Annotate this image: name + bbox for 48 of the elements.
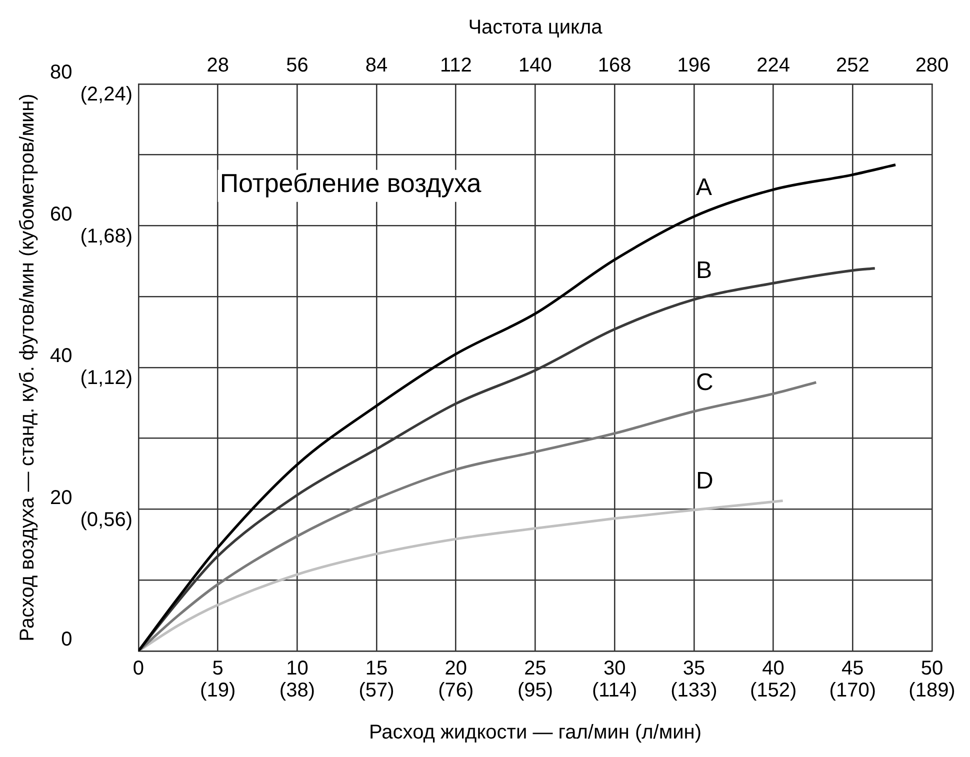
y-axis-title: Расход воздуха — станд. куб. футов/мин (кубометров/мин) xyxy=(16,94,39,642)
x-tick-label: 50 xyxy=(920,658,944,680)
series-label: A xyxy=(696,174,712,202)
text: (114) xyxy=(592,680,638,702)
y-tick-label: 40 xyxy=(50,345,72,368)
x-tick-label: 30 xyxy=(603,658,626,680)
x-tick-label: 0 xyxy=(132,658,144,680)
x-tick-label: 45 xyxy=(842,658,864,680)
series-label: C xyxy=(696,369,714,396)
text: (76) xyxy=(438,680,474,702)
x2-tick-label: 252 xyxy=(836,54,870,77)
text: (133) xyxy=(670,680,718,702)
y-tick-label: 0 xyxy=(61,628,72,651)
text: (152) xyxy=(750,680,797,702)
x2-tick-label: 224 xyxy=(756,54,790,77)
x2-tick-label: 280 xyxy=(915,54,949,77)
text: (189) xyxy=(908,680,956,702)
x-tick-label: 10 xyxy=(286,658,308,680)
x2-tick-label: 28 xyxy=(206,54,229,77)
x-tick-label: 5 xyxy=(212,658,224,680)
x-tick-label: 20 xyxy=(444,658,468,680)
x2-tick-label: 140 xyxy=(518,54,552,77)
x2-tick-label: 168 xyxy=(598,54,632,77)
x-axis-title: Расход жидкости — гал/мин (л/мин) xyxy=(368,722,702,744)
y2-tick-label: (1,12) xyxy=(80,367,132,390)
annotation: Потребление воздуха xyxy=(220,168,482,198)
y2-tick-label: (0,56) xyxy=(80,508,132,531)
series-label: D xyxy=(696,468,714,495)
y2-tick-label: (1,68) xyxy=(80,225,132,248)
y-tick-label: 80 xyxy=(50,62,72,84)
x2-tick-label: 84 xyxy=(365,54,388,77)
y-tick-label: 60 xyxy=(50,203,72,226)
x-tick-label: 40 xyxy=(762,658,784,680)
x-tick-label: 25 xyxy=(524,658,546,680)
text: (95) xyxy=(517,680,554,702)
y-tick-label: 20 xyxy=(50,486,72,509)
y2-tick-label: (2,24) xyxy=(80,84,132,106)
x-tick-label: 35 xyxy=(682,658,706,680)
x2-tick-label: 56 xyxy=(286,54,308,77)
text: (170) xyxy=(829,680,876,702)
text: (57) xyxy=(358,680,394,702)
x2-tick-label: 112 xyxy=(440,54,472,77)
text: (19) xyxy=(200,680,236,702)
x-tick-label: 15 xyxy=(365,658,388,680)
text: (38) xyxy=(279,680,315,702)
x2-axis-title: Частота цикла xyxy=(468,16,604,39)
series-label: B xyxy=(696,257,712,284)
x2-tick-label: 196 xyxy=(677,54,711,77)
